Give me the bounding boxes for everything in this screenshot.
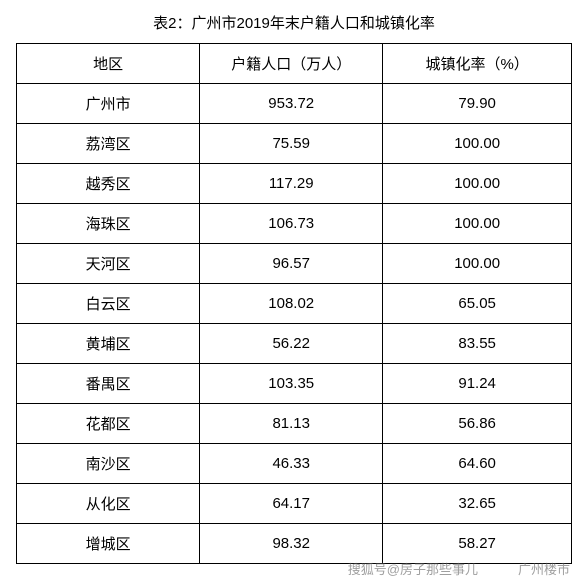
col-header-rate: 城镇化率（%） [383, 44, 572, 84]
col-header-region: 地区 [17, 44, 200, 84]
data-table: 地区 户籍人口（万人） 城镇化率（%） 广州市953.7279.90荔湾区75.… [16, 43, 572, 564]
cell-rate: 100.00 [383, 204, 572, 244]
cell-region: 花都区 [17, 404, 200, 444]
cell-rate: 64.60 [383, 444, 572, 484]
cell-region: 从化区 [17, 484, 200, 524]
cell-region: 广州市 [17, 84, 200, 124]
cell-rate: 58.27 [383, 524, 572, 564]
cell-region: 海珠区 [17, 204, 200, 244]
table-header-row: 地区 户籍人口（万人） 城镇化率（%） [17, 44, 572, 84]
cell-population: 117.29 [200, 164, 383, 204]
table-caption: 表2：广州市2019年末户籍人口和城镇化率 [16, 12, 572, 33]
cell-region: 白云区 [17, 284, 200, 324]
cell-rate: 91.24 [383, 364, 572, 404]
cell-population: 75.59 [200, 124, 383, 164]
cell-rate: 32.65 [383, 484, 572, 524]
cell-rate: 100.00 [383, 124, 572, 164]
cell-rate: 100.00 [383, 164, 572, 204]
cell-population: 953.72 [200, 84, 383, 124]
cell-region: 荔湾区 [17, 124, 200, 164]
cell-region: 南沙区 [17, 444, 200, 484]
cell-population: 56.22 [200, 324, 383, 364]
cell-region: 番禺区 [17, 364, 200, 404]
table-row: 荔湾区75.59100.00 [17, 124, 572, 164]
cell-population: 98.32 [200, 524, 383, 564]
cell-rate: 65.05 [383, 284, 572, 324]
cell-region: 黄埔区 [17, 324, 200, 364]
cell-population: 103.35 [200, 364, 383, 404]
cell-population: 108.02 [200, 284, 383, 324]
cell-region: 天河区 [17, 244, 200, 284]
cell-population: 96.57 [200, 244, 383, 284]
cell-population: 64.17 [200, 484, 383, 524]
cell-population: 46.33 [200, 444, 383, 484]
cell-population: 81.13 [200, 404, 383, 444]
table-row: 天河区96.57100.00 [17, 244, 572, 284]
cell-rate: 56.86 [383, 404, 572, 444]
cell-rate: 79.90 [383, 84, 572, 124]
table-row: 广州市953.7279.90 [17, 84, 572, 124]
table-row: 从化区64.1732.65 [17, 484, 572, 524]
cell-rate: 83.55 [383, 324, 572, 364]
table-row: 海珠区106.73100.00 [17, 204, 572, 244]
cell-region: 增城区 [17, 524, 200, 564]
table-row: 增城区98.3258.27 [17, 524, 572, 564]
table-row: 黄埔区56.2283.55 [17, 324, 572, 364]
table-body: 广州市953.7279.90荔湾区75.59100.00越秀区117.29100… [17, 84, 572, 564]
table-row: 白云区108.0265.05 [17, 284, 572, 324]
table-row: 番禺区103.3591.24 [17, 364, 572, 404]
table-row: 花都区81.1356.86 [17, 404, 572, 444]
col-header-population: 户籍人口（万人） [200, 44, 383, 84]
cell-region: 越秀区 [17, 164, 200, 204]
table-row: 越秀区117.29100.00 [17, 164, 572, 204]
table-row: 南沙区46.3364.60 [17, 444, 572, 484]
cell-population: 106.73 [200, 204, 383, 244]
cell-rate: 100.00 [383, 244, 572, 284]
